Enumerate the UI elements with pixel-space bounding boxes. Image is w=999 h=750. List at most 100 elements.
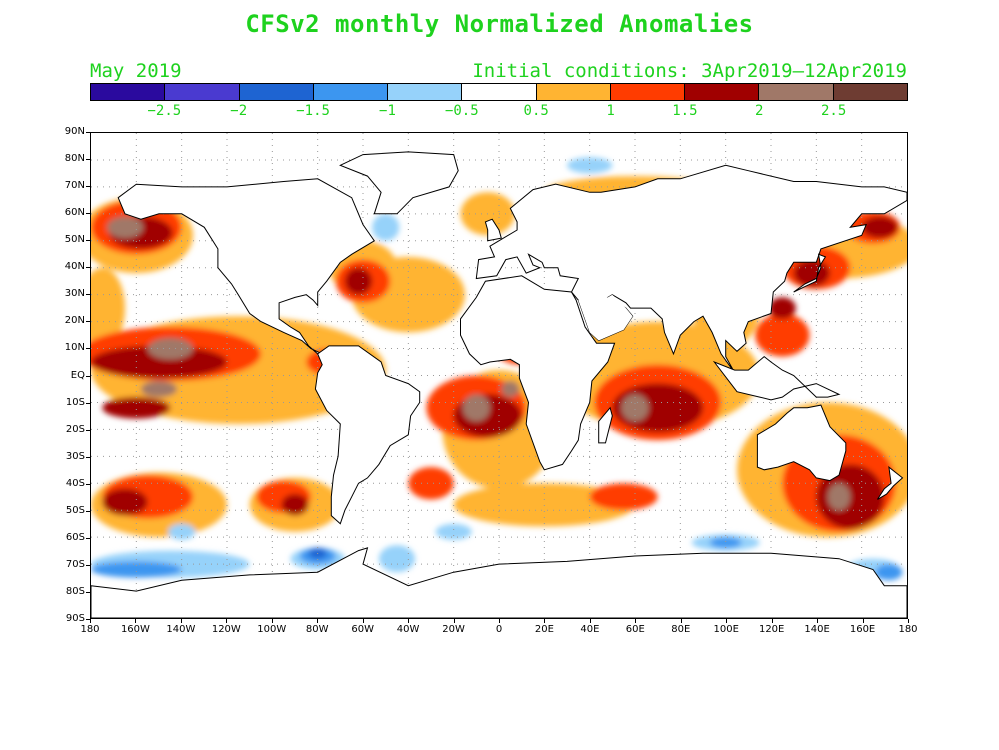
latitude-label: EQ (70, 369, 85, 381)
latitude-label: 30N (64, 288, 85, 300)
latitude-tick (86, 565, 90, 566)
longitude-tick (317, 619, 318, 623)
warm-anomaly-region (408, 467, 454, 500)
warm-anomaly-region (501, 380, 520, 398)
longitude-tick (817, 619, 818, 623)
cold-anomaly-region (372, 213, 400, 241)
longitude-label: 20W (442, 624, 465, 635)
latitude-label: 10S (65, 396, 85, 408)
longitude-tick (863, 619, 864, 623)
nz-landmass (877, 465, 904, 500)
latitude-tick (86, 294, 90, 295)
colorbar-label: 0.5 (523, 103, 549, 119)
longitude-label: 100W (257, 624, 287, 635)
latitude-label: 40N (64, 261, 85, 273)
antarctica-landmass (91, 547, 907, 618)
warm-anomaly-region (140, 380, 178, 398)
colorbar-swatch (610, 84, 686, 100)
latitude-label: 90N (64, 126, 85, 137)
warm-anomaly-region (281, 494, 309, 516)
colorbar-label: −1.5 (296, 103, 330, 119)
colorbar (90, 83, 908, 101)
australia-landmass (756, 404, 847, 482)
uk-landmass (484, 218, 502, 242)
latitude-tick (86, 592, 90, 593)
latitude-label: 90S (65, 613, 85, 624)
cold-anomaly-region (91, 561, 182, 578)
colorbar-swatch (165, 84, 240, 100)
latitude-label: 80N (64, 153, 85, 165)
latitude-label: 20N (64, 315, 85, 327)
latitude-tick (86, 213, 90, 214)
latitude-tick (86, 159, 90, 160)
latitude-tick (86, 619, 90, 620)
japan-landmass (793, 253, 827, 293)
longitude-label: 20E (534, 624, 554, 635)
latitude-tick (86, 321, 90, 322)
warm-anomaly-region (462, 394, 490, 422)
colorbar-swatch (685, 84, 760, 100)
warm-anomaly-region (147, 337, 193, 360)
cold-anomaly-region (378, 545, 416, 573)
longitude-tick (181, 619, 182, 623)
longitude-tick (272, 619, 273, 623)
longitude-label: 60W (351, 624, 374, 635)
greenland-landmass (339, 151, 459, 215)
latitude-label: 60S (65, 531, 85, 543)
longitude-tick (681, 619, 682, 623)
warm-anomaly-region (621, 394, 649, 422)
colorbar-label: −1 (379, 103, 396, 119)
africa-landmass (460, 275, 616, 471)
warm-anomaly-region (589, 483, 658, 511)
latitude-label: 50N (64, 234, 85, 246)
latitude-label: 20S (65, 423, 85, 435)
longitude-label: 0 (495, 624, 503, 635)
longitude-label: 180 (80, 624, 100, 635)
colorbar-label: 2 (755, 103, 764, 119)
latitude-label: 30S (65, 450, 85, 462)
warm-anomaly-region (106, 216, 144, 239)
longitude-tick (90, 619, 91, 623)
colorbar-swatch (536, 84, 611, 100)
latitude-tick (86, 457, 90, 458)
colorbar-label: 2.5 (820, 103, 847, 119)
colorbar-label: −2 (230, 103, 248, 119)
warm-anomaly-region (768, 297, 796, 319)
latitude-tick (86, 348, 90, 349)
longitude-tick (544, 619, 545, 623)
latitude-tick (86, 240, 90, 241)
longitude-tick (454, 619, 455, 623)
longitude-label: 120E (758, 624, 785, 635)
cold-anomaly-region (875, 564, 903, 581)
south-america-landmass (314, 345, 421, 525)
latitude-label: 10N (64, 342, 85, 354)
latitude-tick (86, 430, 90, 431)
longitude-tick (590, 619, 591, 623)
cold-anomaly-region (435, 523, 472, 540)
latitude-label: 80S (65, 585, 85, 597)
valid-month-label: May 2019 (90, 60, 182, 82)
latitude-tick (86, 132, 90, 133)
longitude-label: 100E (713, 624, 739, 635)
page-title: CFSv2 monthly Normalized Anomalies (245, 10, 754, 38)
warm-anomaly-region (91, 345, 227, 379)
longitude-label: 160E (849, 624, 876, 635)
colorbar-label: 1.5 (672, 103, 698, 119)
longitude-label: 120W (211, 624, 241, 635)
latitude-tick (86, 403, 90, 404)
longitude-tick (226, 619, 227, 623)
anomaly-map (91, 133, 907, 618)
latitude-tick (86, 484, 90, 485)
warm-anomaly-region (827, 483, 851, 511)
cold-anomaly-region (567, 157, 613, 174)
latitude-tick (86, 538, 90, 539)
longitude-tick (635, 619, 636, 623)
longitude-label: 60E (625, 624, 645, 635)
latitude-label: 70S (65, 558, 85, 570)
colorbar-swatch (388, 84, 463, 100)
warm-anomaly-region (344, 267, 373, 295)
north-america-landmass (117, 178, 376, 355)
longitude-label: 80E (671, 624, 691, 635)
colorbar-swatch (313, 84, 389, 100)
warm-anomaly-region (102, 397, 171, 419)
